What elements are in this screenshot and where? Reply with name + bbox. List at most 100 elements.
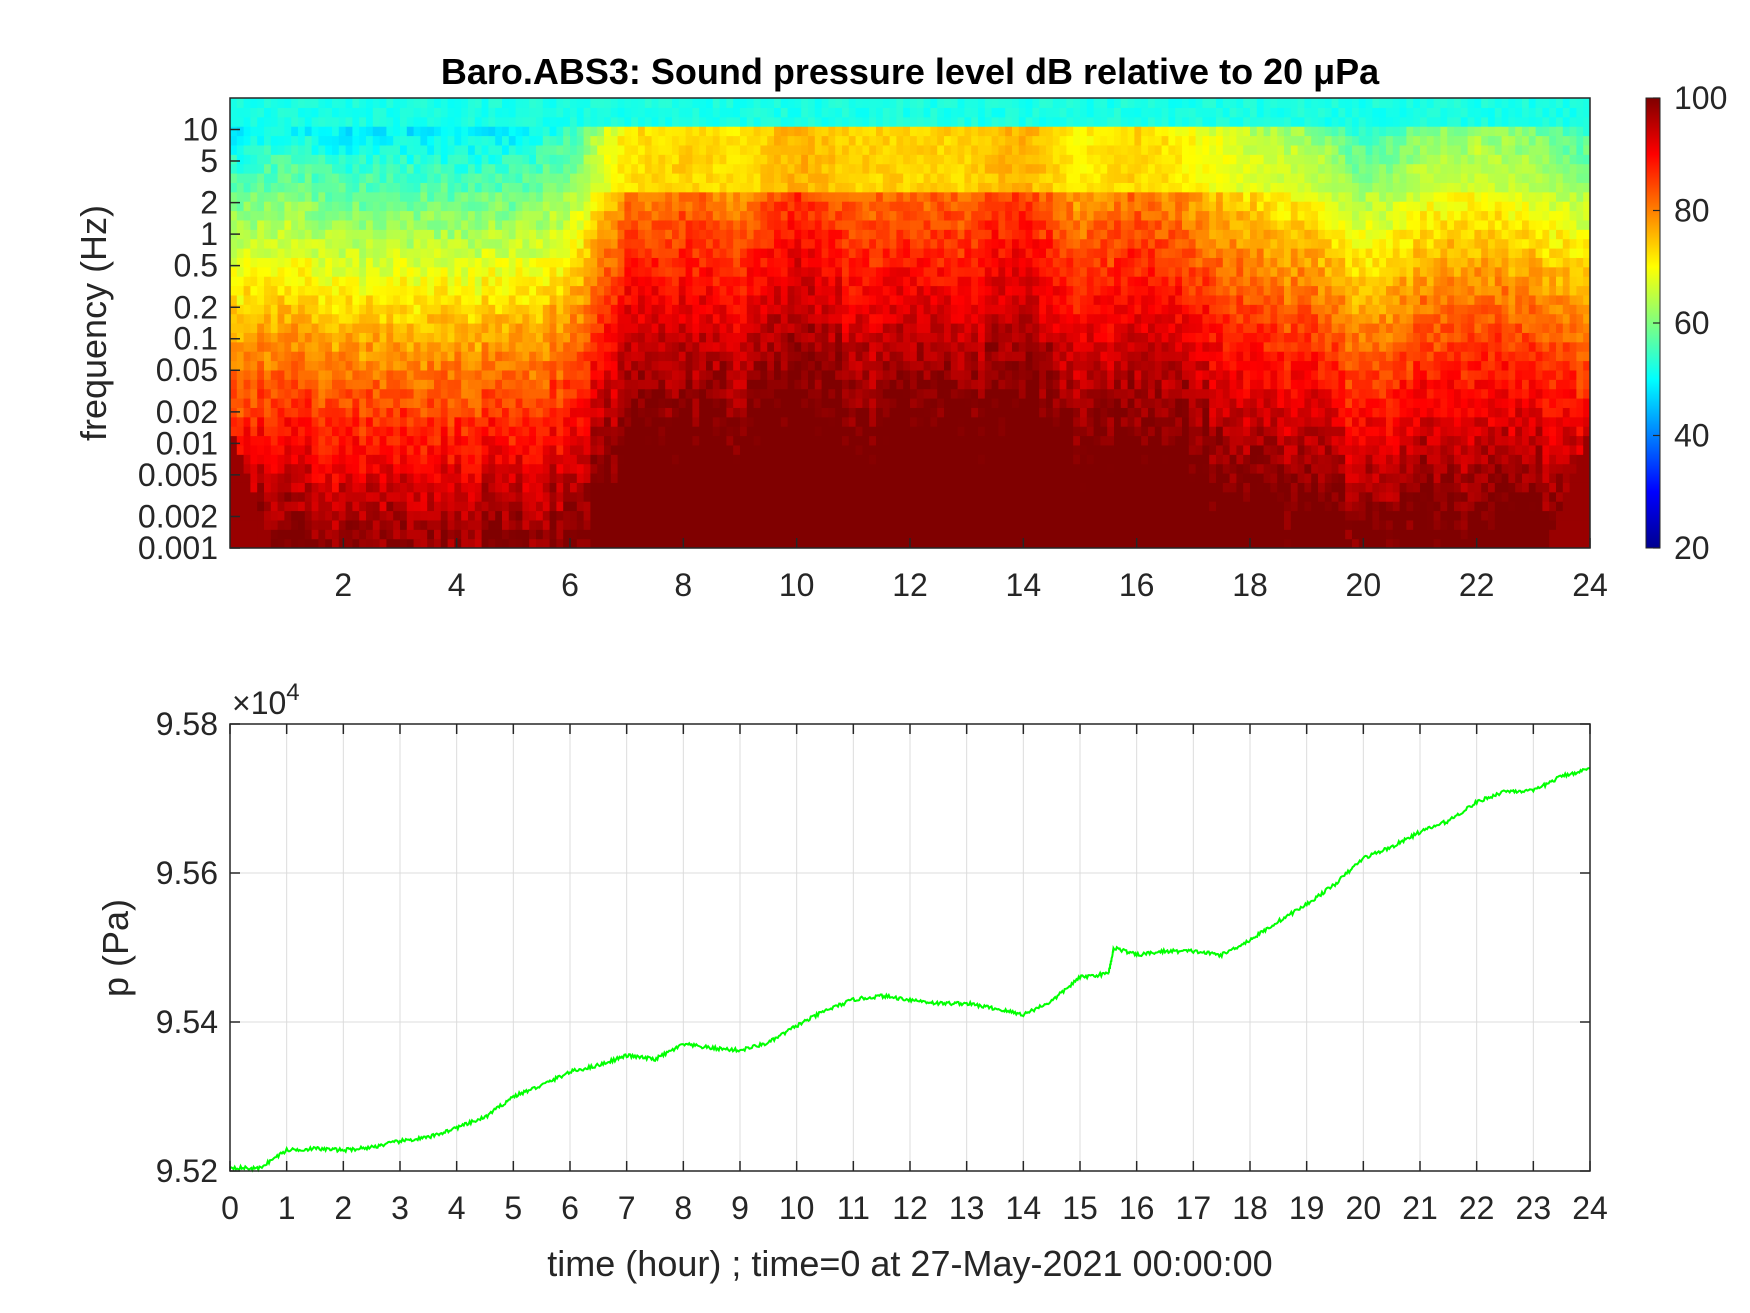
heatmap-cell	[821, 98, 829, 108]
heatmap-cell	[386, 501, 394, 512]
heatmap-cell	[386, 210, 394, 221]
heatmap-cell	[468, 163, 476, 174]
heatmap-cell	[692, 473, 700, 483]
heatmap-cell	[345, 266, 353, 277]
heatmap-cell	[862, 238, 870, 249]
heatmap-cell	[318, 351, 326, 362]
heatmap-cell	[719, 501, 727, 512]
heatmap-cell	[304, 294, 313, 305]
heatmap-cell	[597, 116, 605, 127]
heatmap-cell	[733, 332, 741, 343]
heatmap-cell	[835, 229, 843, 240]
heatmap-cell	[257, 201, 265, 212]
heatmap-cell	[277, 332, 285, 343]
heatmap-cell	[712, 491, 721, 502]
heatmap-cell	[672, 510, 680, 521]
heatmap-cell	[753, 444, 761, 455]
heatmap-cell	[379, 379, 387, 390]
heatmap-cell	[882, 332, 891, 343]
heatmap-cell	[801, 491, 809, 502]
heatmap-cell	[447, 182, 455, 193]
heatmap-cell	[672, 229, 680, 240]
heatmap-cell	[400, 360, 408, 371]
heatmap-cell	[590, 332, 598, 343]
heatmap-cell	[746, 519, 755, 530]
heatmap-cell	[400, 116, 408, 127]
heatmap-cell	[474, 529, 483, 540]
heatmap-cell	[733, 323, 741, 333]
heatmap-cell	[624, 388, 632, 399]
heatmap-cell	[828, 351, 836, 362]
heatmap-cell	[468, 501, 476, 512]
heatmap-cell	[495, 388, 503, 399]
heatmap-cell	[916, 191, 925, 202]
heatmap-cell	[767, 144, 775, 155]
heatmap-cell	[474, 332, 483, 343]
heatmap-cell	[345, 510, 353, 521]
heatmap-cell	[236, 182, 245, 193]
heatmap-cell	[304, 144, 313, 155]
heatmap-cell	[366, 304, 374, 315]
heatmap-cell	[835, 144, 843, 155]
heatmap-cell	[420, 266, 428, 277]
heatmap-cell	[842, 323, 850, 333]
heatmap-cell	[386, 191, 394, 202]
heatmap-cell	[583, 388, 591, 399]
heatmap-cell	[508, 351, 517, 362]
heatmap-cell	[352, 219, 360, 230]
heatmap-cell	[740, 248, 748, 258]
heatmap-cell	[848, 144, 857, 155]
heatmap-cell	[665, 369, 673, 380]
heatmap-cell	[842, 266, 850, 277]
heatmap-cell	[665, 323, 673, 333]
heatmap-cell	[298, 182, 306, 193]
heatmap-cell	[712, 304, 721, 315]
heatmap-cell	[678, 219, 687, 230]
heatmap-cell	[726, 416, 734, 427]
heatmap-cell	[461, 341, 469, 352]
heatmap-cell	[862, 463, 870, 474]
heatmap-cell	[767, 210, 775, 221]
heatmap-cell	[678, 276, 687, 287]
heatmap-cell	[814, 454, 823, 465]
heatmap-cell	[236, 126, 245, 137]
heatmap-cell	[617, 351, 625, 362]
heatmap-cell	[495, 238, 503, 249]
heatmap-cell	[638, 473, 646, 483]
heatmap-cell	[665, 257, 673, 268]
heatmap-cell	[828, 379, 836, 390]
heatmap-cell	[345, 435, 353, 446]
heatmap-cell	[468, 510, 476, 521]
heatmap-cell	[461, 238, 469, 249]
heatmap-cell	[434, 248, 442, 258]
heatmap-cell	[515, 126, 523, 137]
heatmap-cell	[876, 510, 884, 521]
heatmap-cell	[325, 407, 333, 418]
heatmap-cell	[821, 163, 829, 174]
heatmap-cell	[916, 482, 925, 493]
heatmap-cell	[719, 398, 727, 408]
heatmap-cell	[529, 473, 537, 483]
heatmap-cell	[359, 219, 367, 230]
heatmap-cell	[508, 201, 517, 212]
heatmap-cell	[923, 248, 931, 258]
heatmap-cell	[508, 182, 517, 193]
heatmap-cell	[651, 454, 659, 465]
heatmap-cell	[930, 229, 938, 240]
heatmap-cell	[862, 454, 870, 465]
heatmap-cell	[427, 154, 435, 165]
heatmap-cell	[590, 426, 598, 437]
heatmap-cell	[760, 501, 768, 512]
heatmap-cell	[264, 538, 272, 548]
heatmap-cell	[570, 126, 578, 137]
heatmap-cell	[243, 388, 251, 399]
heatmap-cell	[400, 266, 408, 277]
heatmap-cell	[556, 266, 564, 277]
heatmap-cell	[230, 219, 238, 230]
heatmap-cell	[889, 285, 897, 296]
heatmap-cell	[495, 332, 503, 343]
heatmap-cell	[427, 482, 435, 493]
heatmap-cell	[801, 154, 809, 165]
heatmap-cell	[434, 463, 442, 474]
heatmap-cell	[461, 323, 469, 333]
